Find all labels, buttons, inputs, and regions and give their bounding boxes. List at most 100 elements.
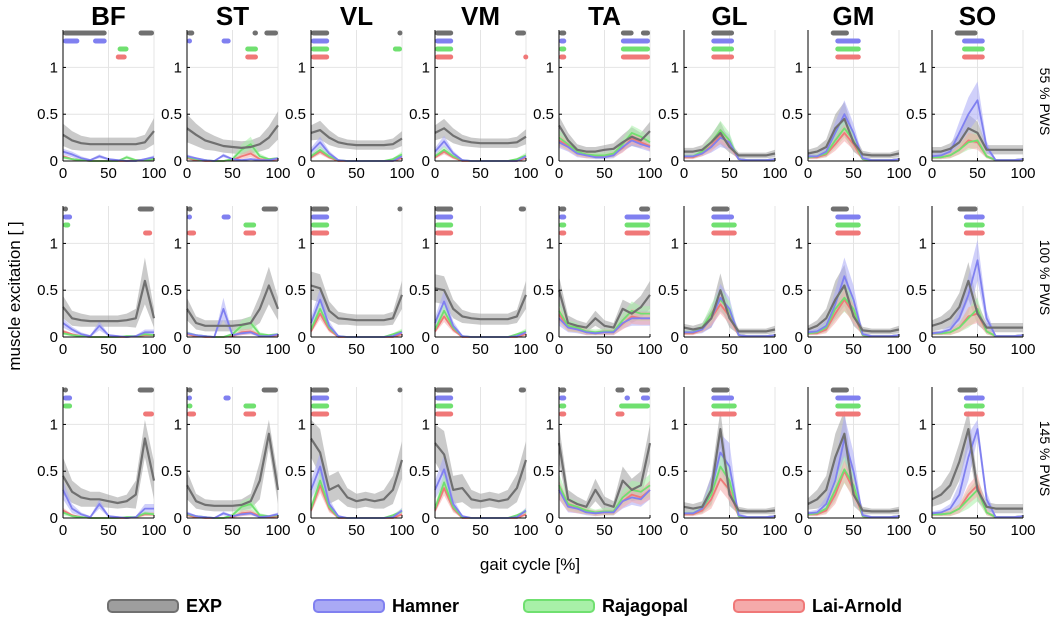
xtick-label: 50 [845, 165, 862, 182]
ytick-label: 1 [546, 235, 554, 252]
panel-st-100-pws: 0 0.5 1 0 50 100 [161, 206, 291, 358]
panel-vm-55-pws: 0 0.5 1 0 50 100 [409, 30, 539, 182]
xtick-label: 0 [680, 165, 688, 182]
panel-vl-145-pws: 0 0.5 1 0 50 100 [285, 387, 415, 539]
xtick-label: 50 [596, 522, 613, 539]
xtick-label: 100 [1010, 341, 1035, 358]
ytick-label: 0.5 [906, 282, 927, 299]
band-exp [63, 257, 154, 328]
ytick-label: 0 [671, 329, 679, 346]
line-exp [62, 437, 156, 505]
band-rajagopal [435, 473, 526, 518]
ytick-label: 0.5 [285, 106, 306, 123]
ytick-label: 0.5 [533, 106, 554, 123]
ytick-label: 1 [174, 59, 182, 76]
line-exp [683, 289, 776, 333]
ytick-label: 0 [298, 153, 306, 170]
xtick-label: 100 [389, 341, 414, 358]
legend-swatch-lai-arnold [733, 599, 805, 613]
line-exp [62, 279, 156, 323]
xlabel: gait cycle [%] [480, 555, 580, 574]
xtick-label: 50 [348, 165, 365, 182]
band-exp [435, 118, 526, 148]
xtick-label: 100 [637, 165, 662, 182]
band-exp [311, 271, 402, 326]
xtick-label: 100 [886, 341, 911, 358]
row-label-145-pws: 145 % PWS [1037, 421, 1052, 496]
ytick-label: 1 [546, 59, 554, 76]
panel-st-55-pws: 0 0.5 1 0 50 100 [161, 30, 291, 182]
ytick-label: 0.5 [533, 282, 554, 299]
panel-so-145-pws: 0 0.5 1 0 50 100 [906, 387, 1036, 539]
xtick-label: 50 [100, 165, 117, 182]
panel-vm-145-pws: 0 0.5 1 0 50 100 [409, 387, 539, 539]
panel-so-55-pws: 0 0.5 1 0 50 100 [906, 30, 1036, 182]
panel-bf-100-pws: 0 0.5 1 0 50 100 [37, 206, 167, 358]
ytick-label: 0 [919, 510, 927, 527]
xtick-label: 0 [431, 165, 439, 182]
xtick-label: 100 [389, 165, 414, 182]
ytick-label: 1 [795, 59, 803, 76]
line-exp [186, 432, 280, 507]
ytick-label: 0.5 [782, 463, 803, 480]
xtick-label: 100 [762, 165, 787, 182]
xtick-label: 0 [59, 522, 67, 539]
line-exp [683, 428, 776, 513]
line-hamner [558, 317, 650, 335]
band-hamner [311, 136, 402, 161]
band-hamner [435, 455, 526, 518]
panel-st-145-pws: 0 0.5 1 0 50 100 [161, 387, 291, 539]
ytick-label: 0 [671, 510, 679, 527]
xtick-label: 100 [141, 522, 166, 539]
ytick-label: 0 [546, 510, 554, 527]
line-rajagopal [558, 484, 651, 514]
ytick-label: 1 [795, 235, 803, 252]
ytick-label: 0.5 [906, 106, 927, 123]
line-exp [931, 428, 1023, 510]
line-exp [684, 131, 776, 157]
legend-swatch-rajagopal [523, 599, 595, 613]
line-exp [558, 124, 651, 153]
xtick-label: 100 [513, 341, 538, 358]
xtick-label: 100 [141, 165, 166, 182]
ytick-label: 0.5 [782, 106, 803, 123]
xtick-label: 50 [100, 522, 117, 539]
xtick-label: 50 [348, 522, 365, 539]
band-lai-arnold [932, 132, 1023, 161]
ytick-label: 0 [671, 153, 679, 170]
panels: BF ST VL VM TA GL GM SO 55 % PWS 100 % PWS 145 % P… [37, 1, 1052, 539]
xtick-label: 50 [969, 341, 986, 358]
xtick-label: 100 [886, 522, 911, 539]
xtick-label: 100 [513, 165, 538, 182]
xtick-label: 50 [224, 522, 241, 539]
band-hamner [435, 135, 526, 161]
xtick-label: 50 [845, 341, 862, 358]
line-exp [434, 287, 528, 321]
xtick-label: 0 [183, 522, 191, 539]
line-hamner [684, 451, 776, 518]
xtick-label: 50 [721, 522, 738, 539]
line-hamner [684, 136, 776, 162]
ytick-label: 1 [422, 59, 430, 76]
xtick-label: 50 [224, 165, 241, 182]
ytick-label: 0.5 [37, 106, 58, 123]
ytick-label: 1 [795, 416, 803, 433]
panel-bf-55-pws: 0 0.5 1 0 50 100 [37, 30, 167, 182]
ytick-label: 0 [174, 153, 182, 170]
column-title-vl: VL [340, 1, 373, 31]
legend-label-rajagopal: Rajagopal [602, 596, 688, 616]
ytick-label: 1 [298, 59, 306, 76]
panel-gm-55-pws: 0 0.5 1 0 50 100 [782, 30, 912, 182]
xtick-label: 50 [472, 165, 489, 182]
ytick-label: 1 [298, 416, 306, 433]
ytick-label: 1 [298, 235, 306, 252]
band-exp [187, 111, 278, 155]
panel-gm-100-pws: 0 0.5 1 0 50 100 [782, 206, 912, 358]
legend-item-rajagopal: Rajagopal [523, 596, 688, 616]
ytick-label: 0.5 [658, 463, 679, 480]
band-exp [932, 262, 1023, 333]
line-hamner [808, 113, 900, 162]
xtick-label: 50 [969, 522, 986, 539]
ytick-label: 0.5 [658, 282, 679, 299]
